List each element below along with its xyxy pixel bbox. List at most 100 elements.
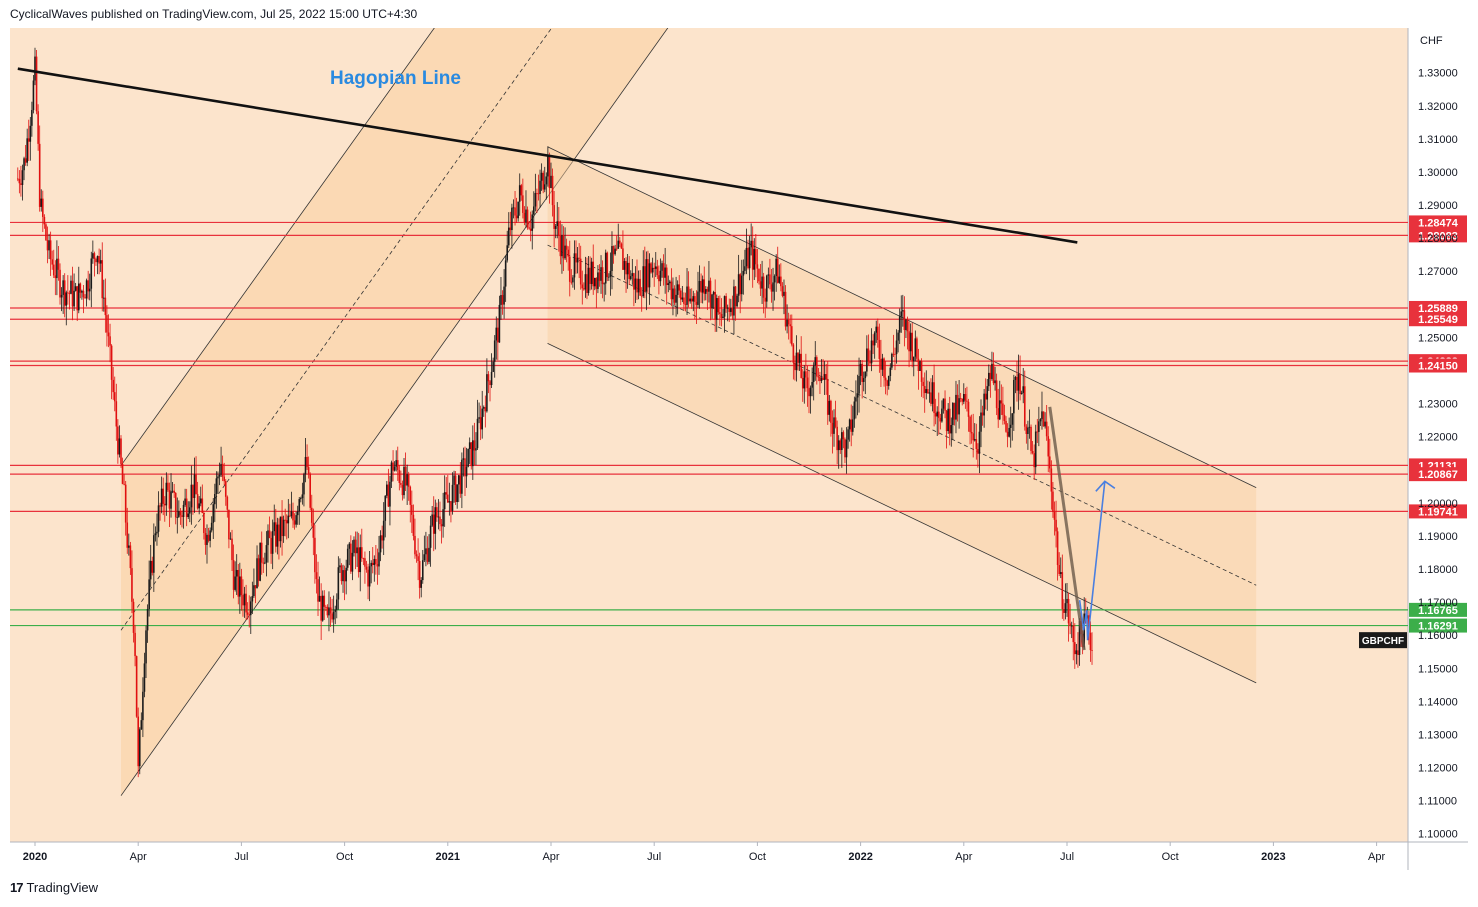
candle-body-32 [67, 292, 69, 294]
candle-body-597 [950, 425, 953, 434]
candle-body-309 [500, 295, 502, 305]
candle-body-136 [229, 538, 232, 540]
candle-body-86 [151, 560, 154, 573]
candle-body-14 [38, 143, 41, 207]
candle-body-441 [706, 289, 709, 292]
candle-body-586 [933, 382, 935, 414]
candle-body-355 [572, 277, 574, 283]
candle-body-519 [828, 400, 831, 415]
candle-body-282 [457, 475, 460, 485]
candle-body-97 [168, 490, 171, 509]
candle-body-575 [916, 338, 918, 359]
candle-body-500 [798, 353, 801, 363]
candle-body-521 [831, 422, 834, 434]
candle-body-95 [165, 482, 168, 506]
candle-body-75 [134, 632, 136, 657]
candle-body-298 [482, 407, 485, 409]
chart-area[interactable]: 1.284741.280831.258891.255491.242821.241… [10, 0, 1468, 870]
candle-body-222 [364, 558, 366, 567]
candle-body-556 [886, 380, 888, 386]
candle-body-517 [825, 374, 827, 380]
price-tick-7: 1.25000 [1418, 332, 1458, 344]
candle-body-628 [998, 400, 1001, 420]
time-tick-0: 2020 [23, 851, 47, 863]
candle-body-552 [880, 358, 882, 370]
candle-body-237 [387, 484, 390, 507]
candle-body-132 [223, 476, 225, 482]
candle-body-508 [811, 382, 813, 388]
candle-body-291 [472, 440, 474, 467]
candle-body-256 [417, 556, 419, 561]
candle-body-360 [579, 258, 582, 285]
candle-body-338 [545, 176, 548, 185]
candle-body-325 [525, 209, 527, 223]
footer-brand[interactable]: 17 TradingView [10, 880, 98, 895]
candle-body-79 [140, 720, 143, 730]
candle-body-407 [653, 267, 655, 269]
candle-body-673 [1069, 623, 1071, 626]
candle-body-482 [770, 284, 773, 292]
candle-body-595 [947, 408, 949, 432]
candle-body-370 [595, 277, 598, 289]
candle-body-186 [307, 467, 310, 474]
candle-body-94 [163, 503, 166, 506]
candle-body-22 [51, 259, 53, 265]
time-axis-background [10, 842, 1468, 870]
resistance-level-5-value: 1.24150 [1418, 361, 1458, 373]
candle-body-457 [731, 308, 734, 316]
candle-body-263 [428, 547, 430, 562]
candle-body-465 [744, 266, 746, 271]
candle-body-536 [855, 397, 857, 402]
candle-body-358 [576, 257, 579, 263]
candle-body-422 [676, 284, 679, 295]
candle-body-515 [822, 377, 824, 380]
candle-body-444 [711, 294, 713, 309]
candle-body-82 [145, 630, 147, 664]
candle-body-603 [959, 398, 962, 399]
candle-body-477 [762, 276, 765, 298]
candle-body-471 [753, 249, 756, 270]
candle-body-474 [758, 268, 760, 282]
candle-body-656 [1042, 411, 1045, 427]
candle-body-344 [554, 226, 557, 229]
candle-body-242 [395, 460, 397, 467]
resistance-level-0-value: 1.28474 [1418, 217, 1459, 229]
candle-body-183 [303, 474, 305, 495]
candle-body-294 [476, 418, 479, 449]
candle-body-330 [533, 206, 535, 215]
candle-body-272 [442, 509, 444, 527]
candle-body-248 [404, 466, 407, 486]
candle-body-460 [736, 295, 738, 307]
candle-body-687 [1091, 650, 1093, 651]
candle-body-226 [370, 562, 372, 567]
candle-body-189 [312, 522, 315, 538]
candle-body-313 [506, 245, 509, 261]
candle-body-451 [722, 316, 724, 319]
candle-body-21 [49, 240, 52, 260]
candle-body-153 [256, 558, 258, 589]
candle-body-299 [484, 407, 487, 412]
candle-body-19 [46, 240, 49, 251]
candle-body-285 [462, 458, 465, 460]
candle-body-264 [429, 525, 432, 548]
candle-body-413 [662, 263, 665, 278]
candle-body-147 [246, 612, 249, 615]
candle-body-178 [295, 515, 297, 525]
candle-body-80 [142, 691, 144, 721]
candle-body-160 [267, 530, 269, 546]
candle-body-476 [761, 276, 763, 289]
candle-body-203 [334, 609, 337, 612]
gbpchf-chart[interactable]: 1.284741.280831.258891.255491.242821.241… [10, 0, 1468, 870]
candle-body-141 [237, 569, 240, 597]
candle-body-443 [709, 280, 712, 309]
candle-body-210 [345, 567, 347, 582]
candle-body-604 [961, 398, 964, 402]
candle-body-181 [300, 498, 302, 500]
candle-body-246 [401, 484, 404, 496]
price-tick-3: 1.30000 [1418, 167, 1458, 179]
candle-body-381 [612, 246, 615, 255]
time-tick-5: Apr [542, 851, 559, 863]
resistance-level-3-tag [1409, 312, 1467, 327]
candle-body-418 [670, 281, 673, 300]
candle-body-310 [501, 295, 504, 305]
